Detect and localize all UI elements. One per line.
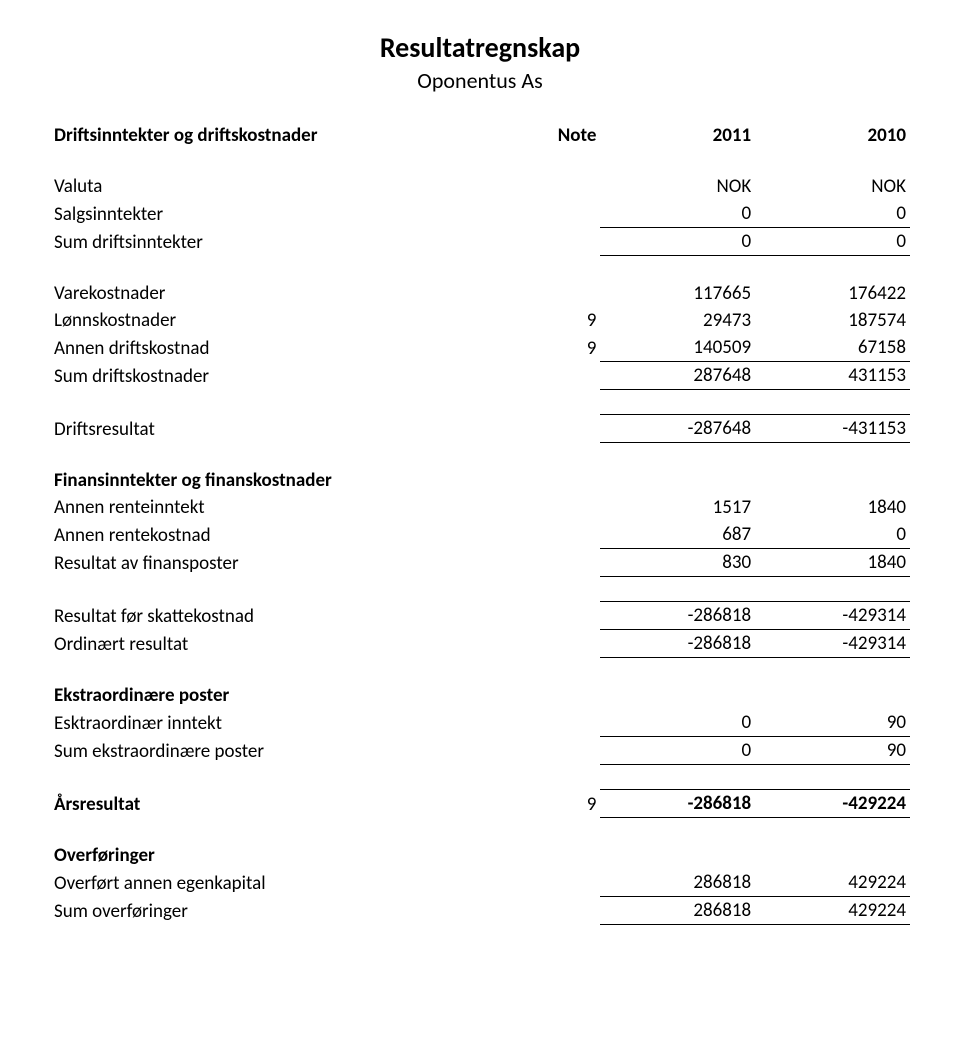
cell: 0 [600,737,755,765]
cell: 1840 [755,549,910,577]
cell: 0 [755,200,910,228]
note-cell: 9 [497,307,600,334]
cell: -286818 [600,630,755,658]
cell: 830 [600,549,755,577]
cell: 0 [755,228,910,256]
row-label: Overført annen egenkapital [50,869,497,897]
row-label: Ordinært resultat [50,630,497,658]
cell: 1517 [600,494,755,521]
cell: 29473 [600,307,755,334]
table-row: Annen driftskostnad 9 140509 67158 [50,334,910,362]
table-row: Lønnskostnader 9 29473 187574 [50,307,910,334]
cell: -429314 [755,630,910,658]
row-label: Salgsinntekter [50,200,497,228]
row-label: Driftsresultat [50,415,497,443]
row-label: Valuta [50,173,497,200]
note-cell: 9 [497,790,600,818]
cell: 0 [600,709,755,737]
row-label: Sum driftskostnader [50,362,497,390]
document-title: Resultatregnskap [50,30,910,65]
table-row: Sum driftsinntekter 0 0 [50,228,910,256]
cell: 140509 [600,334,755,362]
row-label: Annen driftskostnad [50,334,497,362]
table-row: Sum ekstraordinære poster 0 90 [50,737,910,765]
row-label: Sum driftsinntekter [50,228,497,256]
table-row: Årsresultat 9 -286818 -429224 [50,790,910,818]
cell: -431153 [755,415,910,443]
table-row: Resultat av finansposter 830 1840 [50,549,910,577]
table-row: Varekostnader 117665 176422 [50,280,910,307]
cell: 187574 [755,307,910,334]
table-row: Resultat før skattekostnad -286818 -4293… [50,602,910,630]
cell: 0 [755,521,910,549]
cell: 0 [600,228,755,256]
row-label: Varekostnader [50,280,497,307]
row-label: Sum ekstraordinære poster [50,737,497,765]
cell: -429224 [755,790,910,818]
cell: 286818 [600,869,755,897]
row-label: Resultat før skattekostnad [50,602,497,630]
cell: 90 [755,709,910,737]
cell: 429224 [755,897,910,925]
cell: 287648 [600,362,755,390]
cell: 429224 [755,869,910,897]
cell: 286818 [600,897,755,925]
header-row: Driftsinntekter og driftskostnader Note … [50,122,910,149]
row-label: Årsresultat [50,790,497,818]
table-row: Annen rentekostnad 687 0 [50,521,910,549]
table-row: Overført annen egenkapital 286818 429224 [50,869,910,897]
cell: 90 [755,737,910,765]
cell: -286818 [600,790,755,818]
year1-header: 2011 [600,122,755,149]
table-row: Valuta NOK NOK [50,173,910,200]
table-row: Annen renteinntekt 1517 1840 [50,494,910,521]
table-row: Esktraordinær inntekt 0 90 [50,709,910,737]
cell: -286818 [600,602,755,630]
cell: 176422 [755,280,910,307]
row-label: Sum overføringer [50,897,497,925]
income-statement-table: Driftsinntekter og driftskostnader Note … [50,122,910,925]
row-label: Lønnskostnader [50,307,497,334]
note-header: Note [497,122,600,149]
section-row: Finansinntekter og finanskostnader [50,467,910,494]
cell: 67158 [755,334,910,362]
cell: NOK [600,173,755,200]
section-heading: Finansinntekter og finanskostnader [50,467,497,494]
table-row: Ordinært resultat -286818 -429314 [50,630,910,658]
table-row: Salgsinntekter 0 0 [50,200,910,228]
note-cell: 9 [497,334,600,362]
cell: 431153 [755,362,910,390]
cell: NOK [755,173,910,200]
row-label: Esktraordinær inntekt [50,709,497,737]
cell: 0 [600,200,755,228]
section-heading: Ekstraordinære poster [50,682,497,709]
document-subtitle: Oponentus As [50,67,910,94]
cell: 687 [600,521,755,549]
section-row: Ekstraordinære poster [50,682,910,709]
section-heading: Driftsinntekter og driftskostnader [50,122,497,149]
cell: -287648 [600,415,755,443]
row-label: Annen renteinntekt [50,494,497,521]
row-label: Resultat av finansposter [50,549,497,577]
year2-header: 2010 [755,122,910,149]
table-row: Sum overføringer 286818 429224 [50,897,910,925]
cell: 1840 [755,494,910,521]
table-row: Sum driftskostnader 287648 431153 [50,362,910,390]
table-row: Driftsresultat -287648 -431153 [50,415,910,443]
row-label: Annen rentekostnad [50,521,497,549]
section-heading: Overføringer [50,842,497,869]
section-row: Overføringer [50,842,910,869]
cell: -429314 [755,602,910,630]
cell: 117665 [600,280,755,307]
